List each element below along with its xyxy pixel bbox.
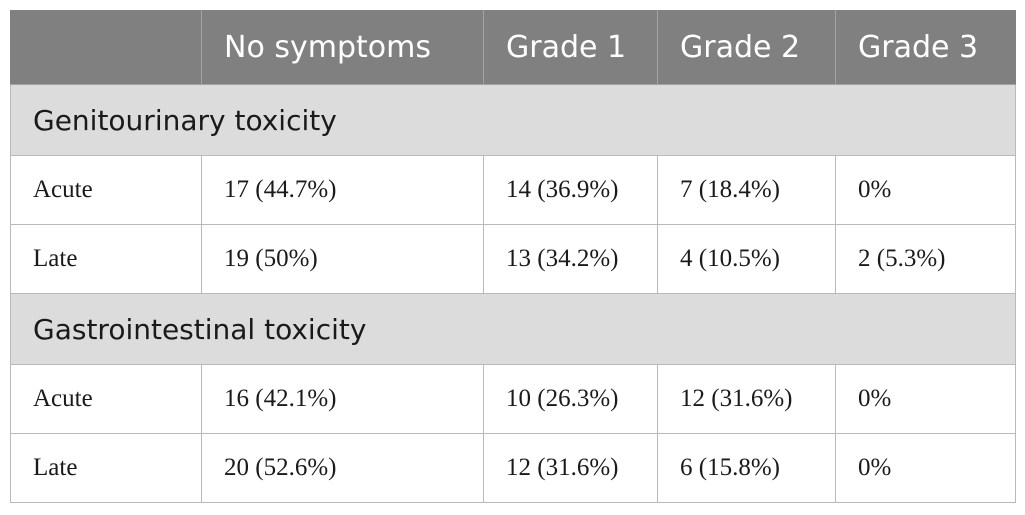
cell-grade-1: 10 (26.3%)	[483, 364, 658, 434]
cell-grade-2: 12 (31.6%)	[657, 364, 836, 434]
cell-grade-2: 7 (18.4%)	[657, 155, 836, 225]
table-header: No symptoms Grade 1 Grade 2 Grade 3	[10, 10, 1016, 85]
cell-grade-3: 2 (5.3%)	[835, 224, 1016, 294]
cell-grade-2: 6 (15.8%)	[657, 433, 836, 503]
cell-grade-2: 4 (10.5%)	[657, 224, 836, 294]
section-row-genitourinary: Genitourinary toxicity	[10, 84, 1016, 156]
header-cell-grade-1: Grade 1	[483, 10, 658, 85]
cell-no-symptoms: 19 (50%)	[201, 224, 484, 294]
header-cell-no-symptoms: No symptoms	[201, 10, 484, 85]
table-row: Acute 16 (42.1%) 10 (26.3%) 12 (31.6%) 0…	[10, 364, 1016, 434]
cell-no-symptoms: 20 (52.6%)	[201, 433, 484, 503]
table-body: Genitourinary toxicity Acute 17 (44.7%) …	[10, 84, 1016, 503]
section-row-gastrointestinal: Gastrointestinal toxicity	[10, 293, 1016, 365]
row-label: Late	[10, 224, 202, 294]
cell-grade-1: 13 (34.2%)	[483, 224, 658, 294]
section-title: Gastrointestinal toxicity	[10, 293, 1016, 365]
header-cell-empty	[10, 10, 202, 85]
cell-grade-3: 0%	[835, 155, 1016, 225]
row-label: Acute	[10, 155, 202, 225]
cell-grade-1: 14 (36.9%)	[483, 155, 658, 225]
table-row: Late 19 (50%) 13 (34.2%) 4 (10.5%) 2 (5.…	[10, 224, 1016, 294]
cell-grade-1: 12 (31.6%)	[483, 433, 658, 503]
table-row: Late 20 (52.6%) 12 (31.6%) 6 (15.8%) 0%	[10, 433, 1016, 503]
header-row: No symptoms Grade 1 Grade 2 Grade 3	[10, 10, 1016, 85]
table-row: Acute 17 (44.7%) 14 (36.9%) 7 (18.4%) 0%	[10, 155, 1016, 225]
cell-grade-3: 0%	[835, 364, 1016, 434]
cell-grade-3: 0%	[835, 433, 1016, 503]
cell-no-symptoms: 16 (42.1%)	[201, 364, 484, 434]
header-cell-grade-3: Grade 3	[835, 10, 1016, 85]
section-title: Genitourinary toxicity	[10, 84, 1016, 156]
row-label: Acute	[10, 364, 202, 434]
row-label: Late	[10, 433, 202, 503]
cell-no-symptoms: 17 (44.7%)	[201, 155, 484, 225]
header-cell-grade-2: Grade 2	[657, 10, 836, 85]
toxicity-table: No symptoms Grade 1 Grade 2 Grade 3 Geni…	[10, 10, 1016, 503]
